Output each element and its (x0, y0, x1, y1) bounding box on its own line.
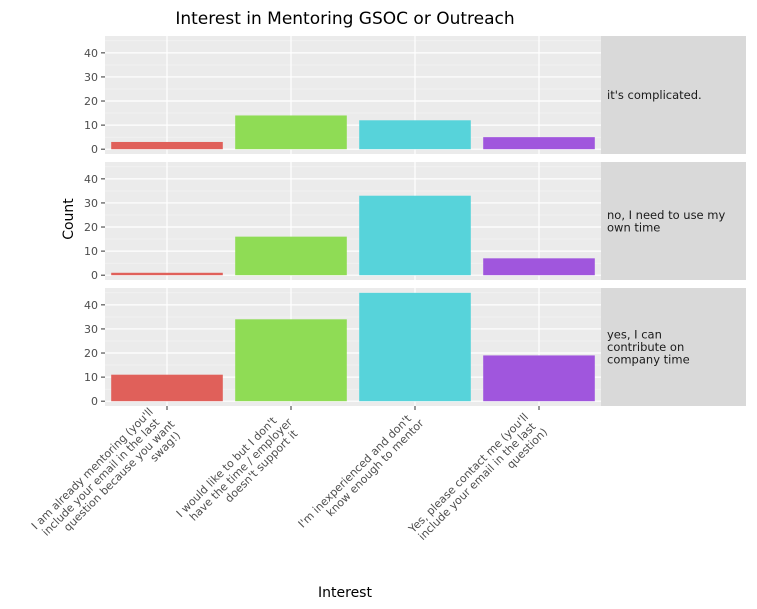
facet-strip (601, 36, 746, 154)
y-tick-label: 0 (91, 143, 98, 156)
x-tick-label-line: Yes, please contact me (you'll (406, 411, 532, 537)
y-tick-label: 0 (91, 269, 98, 282)
y-tick-label: 30 (84, 197, 98, 210)
y-tick-label: 20 (84, 95, 98, 108)
x-tick-label-line: have the time / employer (187, 415, 295, 523)
facet-strip (601, 162, 746, 280)
y-tick-label: 10 (84, 245, 98, 258)
chart-title: Interest in Mentoring GSOC or Outreach (175, 9, 514, 29)
bar (359, 195, 471, 276)
y-tick-label: 30 (84, 323, 98, 336)
bar (483, 137, 595, 150)
bar (359, 292, 471, 402)
bar (483, 258, 595, 276)
facet-panels: 0 10 20 30 40 it's complicated. 0 10 20 30 40 no, I… (84, 36, 746, 408)
y-tick-label: 10 (84, 371, 98, 384)
y-tick-label: 20 (84, 347, 98, 360)
bar (235, 319, 347, 402)
bar (111, 272, 223, 276)
bar (359, 120, 471, 150)
facet-strip (601, 288, 746, 406)
bar (111, 374, 223, 402)
facet-strip-label: yes, I can (607, 328, 662, 342)
facet-strip-label: own time (607, 220, 660, 234)
y-axis-title: Count (61, 198, 77, 240)
bar (235, 115, 347, 150)
x-tick-label-line: include your email in the last (40, 416, 163, 539)
facet-strip-label: contribute on (607, 340, 684, 354)
y-tick-label: 40 (84, 173, 98, 186)
y-tick-label: 40 (84, 47, 98, 60)
y-tick-label: 10 (84, 119, 98, 132)
y-tick-label: 20 (84, 221, 98, 234)
x-tick-label-line: I am already mentoring (you'll (29, 405, 156, 532)
panel-background (105, 36, 601, 154)
bar (111, 141, 223, 150)
bar (235, 236, 347, 276)
y-tick-label: 30 (84, 71, 98, 84)
x-tick-label-line: know enough to mentor (324, 416, 427, 519)
y-tick-label: 0 (91, 395, 98, 408)
x-tick-label-line: I'm inexperienced and don't (296, 412, 415, 531)
x-axis-title: Interest (318, 585, 372, 601)
x-tick-label-line: include your email in the last (416, 420, 539, 543)
facet-strip-label: it's complicated. (607, 88, 702, 102)
facet-strip-label: no, I need to use my (607, 208, 725, 222)
facet-strip-label: company time (607, 353, 690, 367)
bar (483, 355, 595, 402)
y-tick-label: 40 (84, 299, 98, 312)
facet-panel: 0 10 20 30 40 it's complicated. (84, 36, 746, 156)
